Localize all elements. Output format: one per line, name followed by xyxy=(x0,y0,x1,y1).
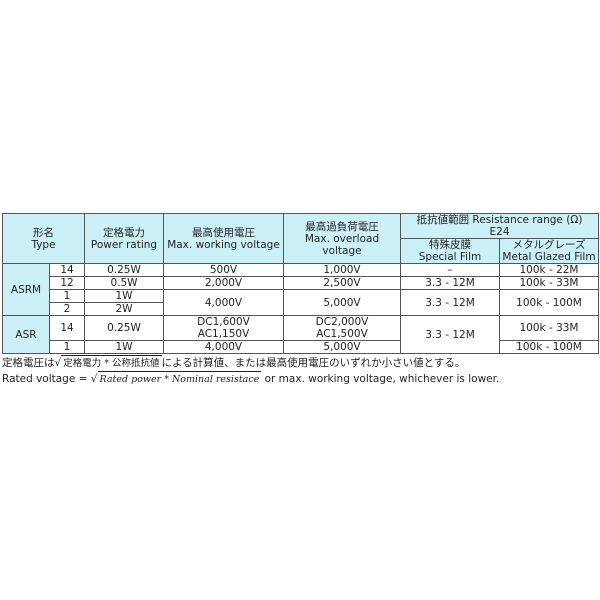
special: 3.3 - 12M xyxy=(400,276,500,290)
metal: 100k - 33M xyxy=(499,315,599,341)
subtype: 14 xyxy=(49,315,85,341)
overload: 5,000V xyxy=(283,340,401,354)
footnotes: 定格電圧は√ 定格電力 * 公称抵抗値 による計算値、または最高使用電圧のいずれか小… xyxy=(2,355,499,387)
spec-table: 形名 Type 定格電力 Power rating 最高使用電圧 Max. worki… xyxy=(2,213,599,354)
table-row: 1 1W 4,000V 5,000V 3.3 - 12M 100k - 100M xyxy=(3,289,599,316)
special: – xyxy=(400,263,500,277)
table-row: ASR 14 0.25W DC1,600V AC1,150V DC2,000V AC… xyxy=(2,315,599,354)
overload: DC2,000V AC1,500V xyxy=(283,315,401,341)
header-type: 形名 Type xyxy=(2,213,85,264)
table-row: ASRM 14 0.25W 500V 1,000V – 100k - 22M xyxy=(2,263,599,316)
table-row: 12 0.5W 2,000V 2,500V 3.3 - 12M 100k - 3… xyxy=(3,276,599,290)
type-asr: ASR xyxy=(2,315,50,354)
overload: 1,000V xyxy=(283,263,401,277)
power: 0.5W xyxy=(84,276,164,290)
header-power: 定格電力 Power rating xyxy=(84,213,164,264)
special: 3.3 - 12M xyxy=(400,289,500,316)
subtype: 12 xyxy=(49,276,85,290)
power: 1W xyxy=(84,340,164,354)
header-working: 最高使用電圧 Max. working voltage xyxy=(163,213,284,264)
subtype: 1 xyxy=(49,289,85,303)
note-jp: 定格電圧は√ 定格電力 * 公称抵抗値 による計算値、または最高使用電圧のいずれか小… xyxy=(2,355,466,369)
subtype: 1 xyxy=(49,340,85,354)
header-metal: メタルグレーズ Metal Glazed Film xyxy=(499,238,599,264)
type-asrm: ASRM xyxy=(2,263,50,316)
metal: 100k - 33M xyxy=(499,276,599,290)
overload: 5,000V xyxy=(283,289,401,316)
header-special: 特殊皮膜 Special Film xyxy=(400,238,500,264)
metal: 100k - 100M xyxy=(499,340,599,354)
working: 2,000V xyxy=(163,276,284,290)
note-en: Rated voltage = √ Rated power * Nominal r… xyxy=(2,371,500,385)
subtype: 14 xyxy=(49,263,85,277)
working: 4,000V xyxy=(163,340,284,354)
power: 0.25W xyxy=(84,315,164,341)
power: 0.25W xyxy=(84,263,164,277)
power: 1W xyxy=(84,289,164,303)
working: DC1,600V AC1,150V xyxy=(163,315,284,341)
metal: 100k - 100M xyxy=(499,289,599,316)
overload: 2,500V xyxy=(283,276,401,290)
table-row: 1 1W 4,000V 5,000V 100k - 100M xyxy=(3,340,599,354)
working: 4,000V xyxy=(163,289,284,316)
subtype: 2 xyxy=(49,302,85,316)
special: 3.3 - 12M xyxy=(400,315,500,354)
power: 2W xyxy=(84,302,164,316)
header-resistance: 抵抗値範囲 Resistance range (Ω) E24 xyxy=(400,213,599,239)
header-overload: 最高過負荷電圧 Max. overload voltage xyxy=(283,213,401,264)
metal: 100k - 22M xyxy=(499,263,599,277)
working: 500V xyxy=(163,263,284,277)
